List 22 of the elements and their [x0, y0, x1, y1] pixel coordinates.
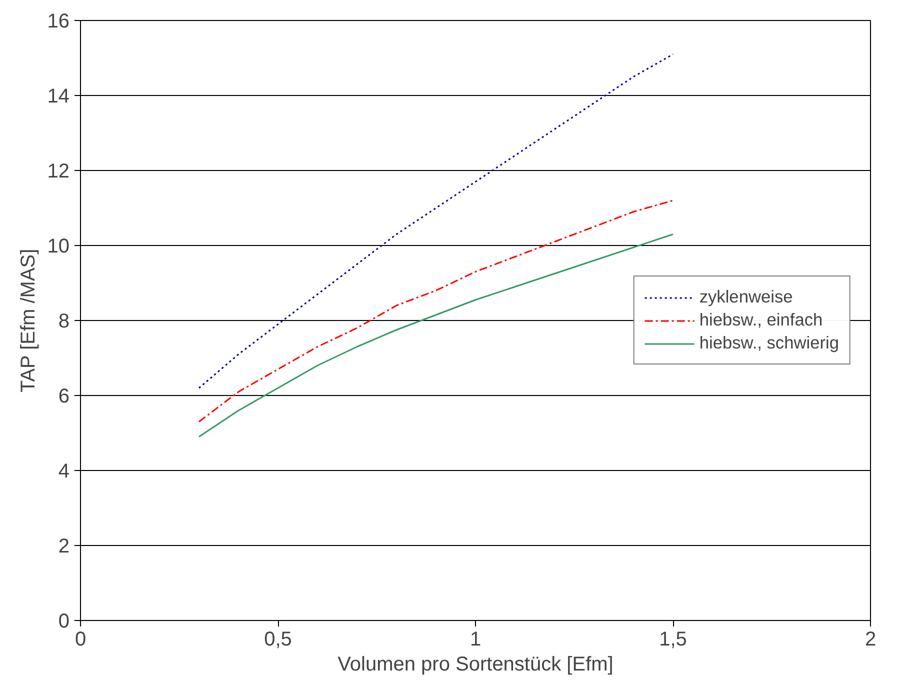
legend-label: hiebsw., schwierig [699, 332, 839, 354]
y-tick-label: 0 [58, 610, 70, 632]
x-tick-label: 2 [864, 628, 876, 650]
y-tick-label: 12 [47, 160, 70, 182]
y-tick-label: 2 [58, 536, 70, 558]
line-series [198, 54, 674, 389]
line-series [198, 234, 674, 438]
y-tick-label: 8 [58, 310, 70, 332]
x-axis-title: Volumen pro Sortenstück [Efm] [338, 654, 614, 676]
y-tick-label: 4 [58, 460, 70, 482]
y-tick-label: 6 [58, 386, 70, 408]
y-tick-label: 16 [47, 10, 70, 32]
x-tick-label: 1 [470, 628, 482, 650]
y-axis-title: TAP [Efm /MAS] [17, 248, 40, 393]
legend-label: hiebsw., einfach [699, 310, 823, 330]
y-tick-label: 14 [47, 86, 70, 108]
legend-label: zyklenweise [699, 286, 793, 308]
x-tick-label: 0,5 [264, 628, 292, 650]
x-tick-label: 0 [74, 628, 86, 650]
y-tick-label: 10 [47, 236, 70, 258]
x-tick-label: 1,5 [659, 628, 687, 650]
line-series [198, 200, 674, 422]
